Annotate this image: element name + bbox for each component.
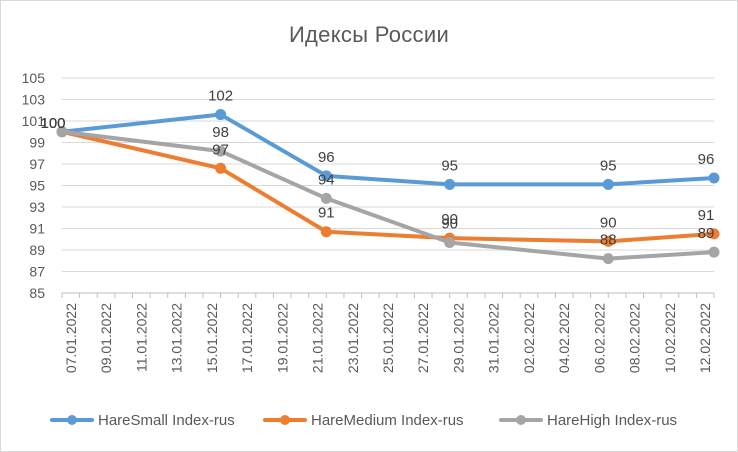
data-label-haresmall-index-rus: 96 <box>318 149 335 166</box>
data-label-harehigh-index-rus: 88 <box>600 232 617 249</box>
data-label-haremedium-index-rus: 90 <box>441 211 458 228</box>
data-label-harehigh-index-rus: 100 <box>40 115 65 132</box>
data-label-haresmall-index-rus: 95 <box>441 157 458 174</box>
x-tick-label: 31.01.2022 <box>486 303 502 373</box>
data-point-harehigh-index-rus <box>320 192 332 204</box>
data-label-haremedium-index-rus: 97 <box>212 141 229 158</box>
x-tick-label: 21.01.2022 <box>310 303 326 373</box>
x-tick-label: 19.01.2022 <box>274 303 290 373</box>
data-label-harehigh-index-rus: 90 <box>441 215 458 232</box>
data-point-haresmall-index-rus <box>602 178 614 190</box>
x-tick-label: 12.02.2022 <box>697 303 713 373</box>
y-tick-label: 87 <box>29 264 45 280</box>
x-tick-label: 02.02.2022 <box>521 303 537 373</box>
legend-marker-harehigh-index-rus <box>516 415 526 425</box>
x-tick-label: 07.01.2022 <box>63 303 79 373</box>
x-tick-label: 09.01.2022 <box>98 303 114 373</box>
data-point-haresmall-index-rus <box>320 170 332 182</box>
y-tick-label: 89 <box>29 242 45 258</box>
legend-label-harehigh-index-rus: HareHigh Index-rus <box>547 412 677 429</box>
data-label-haremedium-index-rus: 100 <box>40 115 65 132</box>
x-tick-label: 11.01.2022 <box>133 303 149 372</box>
data-label-haresmall-index-rus: 102 <box>208 88 233 105</box>
data-label-haresmall-index-rus: 96 <box>698 151 715 168</box>
legend-label-haresmall-index-rus: HareSmall Index-rus <box>98 412 235 429</box>
data-point-haresmall-index-rus <box>444 178 456 190</box>
y-tick-label: 105 <box>22 70 46 86</box>
data-label-haremedium-index-rus: 91 <box>318 205 335 222</box>
legend-label-haremedium-index-rus: HareMedium Index-rus <box>311 412 464 429</box>
data-point-harehigh-index-rus <box>602 253 614 265</box>
x-tick-label: 27.01.2022 <box>415 303 431 373</box>
y-tick-label: 101 <box>22 113 46 129</box>
data-point-harehigh-index-rus <box>444 236 456 248</box>
x-tick-label: 15.01.2022 <box>204 303 220 373</box>
x-tick-label: 08.02.2022 <box>627 303 643 373</box>
data-label-harehigh-index-rus: 98 <box>212 124 229 141</box>
x-tick-label: 29.01.2022 <box>450 303 466 373</box>
y-tick-label: 103 <box>22 92 46 108</box>
y-tick-label: 99 <box>29 135 45 151</box>
data-label-harehigh-index-rus: 89 <box>698 225 715 242</box>
legend-marker-haresmall-index-rus <box>67 415 77 425</box>
data-point-harehigh-index-rus <box>215 145 227 157</box>
series-line-harehigh-index-rus <box>60 129 716 261</box>
data-label-haremedium-index-rus: 91 <box>698 207 715 224</box>
data-point-haremedium-index-rus <box>320 226 332 238</box>
y-tick-label: 95 <box>29 178 45 194</box>
y-tick-label: 93 <box>29 199 45 215</box>
x-tick-label: 10.02.2022 <box>662 303 678 373</box>
y-tick-label: 91 <box>29 221 45 237</box>
data-point-harehigh-index-rus <box>708 246 720 258</box>
data-point-haresmall-index-rus <box>215 109 227 121</box>
y-tick-label: 97 <box>29 156 45 172</box>
x-tick-label: 23.01.2022 <box>345 303 361 373</box>
y-tick-label: 85 <box>29 285 45 301</box>
legend-marker-haremedium-index-rus <box>280 415 290 425</box>
x-tick-label: 06.02.2022 <box>591 303 607 373</box>
data-point-haresmall-index-rus <box>708 172 720 184</box>
data-label-haresmall-index-rus: 95 <box>600 157 617 174</box>
series-line-haremedium-index-rus <box>60 129 716 244</box>
x-tick-label: 25.01.2022 <box>380 303 396 373</box>
series-line-haresmall-index-rus <box>60 112 716 187</box>
x-tick-label: 13.01.2022 <box>169 303 185 373</box>
data-point-harehigh-index-rus <box>56 126 68 138</box>
data-point-haremedium-index-rus <box>708 228 720 240</box>
x-tick-label: 17.01.2022 <box>239 303 255 373</box>
chart-title: Идексы России <box>288 22 450 47</box>
data-label-haresmall-index-rus: 100 <box>40 115 65 132</box>
data-point-haremedium-index-rus <box>215 162 227 174</box>
data-label-haremedium-index-rus: 90 <box>600 214 617 231</box>
data-label-harehigh-index-rus: 94 <box>318 171 335 188</box>
x-tick-label: 04.02.2022 <box>556 303 572 373</box>
data-point-haremedium-index-rus <box>602 235 614 247</box>
